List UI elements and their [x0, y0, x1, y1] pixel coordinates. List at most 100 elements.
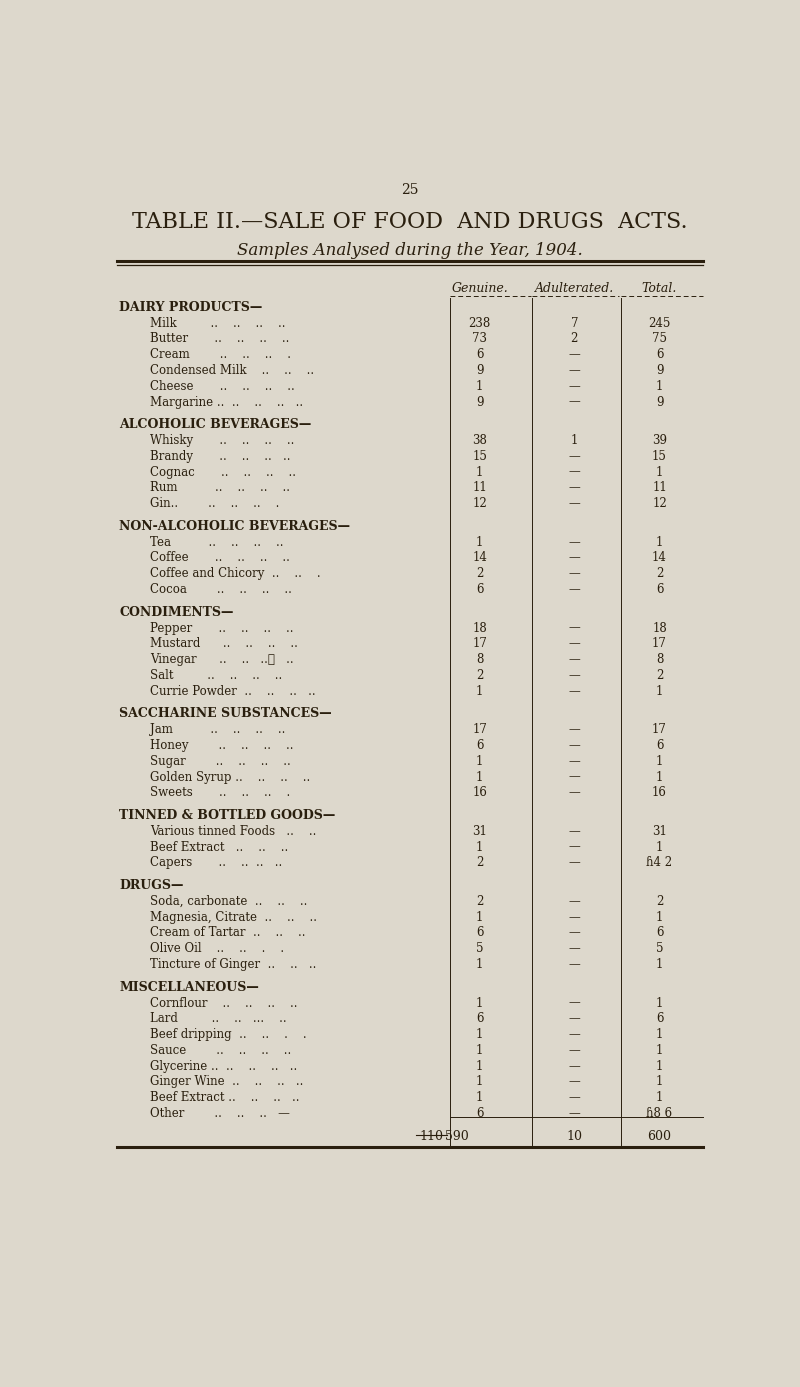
- Text: 6: 6: [476, 1013, 483, 1025]
- Text: Cheese       ..    ..    ..    ..: Cheese .. .. .. ..: [150, 380, 295, 393]
- Text: Various tinned Foods   ..    ..: Various tinned Foods .. ..: [150, 825, 317, 838]
- Text: 6: 6: [656, 927, 663, 939]
- Text: 5: 5: [656, 942, 663, 956]
- Text: 1: 1: [656, 1044, 663, 1057]
- Text: —: —: [569, 1028, 580, 1042]
- Text: —: —: [569, 348, 580, 361]
- Text: Honey        ..    ..    ..    ..: Honey .. .. .. ..: [150, 739, 294, 752]
- Text: 2: 2: [476, 895, 483, 908]
- Text: —: —: [569, 481, 580, 494]
- Text: TABLE II.—SALE OF FOOD  AND DRUGS  ACTS.: TABLE II.—SALE OF FOOD AND DRUGS ACTS.: [132, 211, 688, 233]
- Text: 7: 7: [570, 316, 578, 330]
- Text: 73: 73: [472, 333, 487, 345]
- Text: 2: 2: [570, 333, 578, 345]
- Text: 1: 1: [656, 958, 663, 971]
- Text: —: —: [569, 739, 580, 752]
- Text: —: —: [569, 1044, 580, 1057]
- Text: 6: 6: [656, 739, 663, 752]
- Text: 1: 1: [656, 466, 663, 479]
- Text: Coffee       ..    ..    ..    ..: Coffee .. .. .. ..: [150, 552, 290, 565]
- Text: —: —: [569, 786, 580, 799]
- Text: 1: 1: [476, 996, 483, 1010]
- Text: 1: 1: [570, 434, 578, 447]
- Text: —: —: [569, 1060, 580, 1072]
- Text: Condensed Milk    ..    ..    ..: Condensed Milk .. .. ..: [150, 363, 314, 377]
- Text: 38: 38: [472, 434, 487, 447]
- Text: 31: 31: [472, 825, 487, 838]
- Text: 75: 75: [652, 333, 667, 345]
- Text: 1: 1: [476, 841, 483, 853]
- Text: Golden Syrup ..    ..    ..    ..: Golden Syrup .. .. .. ..: [150, 771, 310, 784]
- Text: DRUGS—: DRUGS—: [119, 879, 184, 892]
- Text: 8: 8: [656, 653, 663, 666]
- Text: —: —: [569, 621, 580, 634]
- Text: Beef dripping  ..    ..    .    .: Beef dripping .. .. . .: [150, 1028, 307, 1042]
- Text: 17: 17: [652, 723, 667, 736]
- Text: —: —: [569, 958, 580, 971]
- Text: 1: 1: [656, 1092, 663, 1104]
- Text: —: —: [569, 856, 580, 870]
- Text: Rum          ..    ..    ..    ..: Rum .. .. .. ..: [150, 481, 290, 494]
- Text: 12: 12: [472, 497, 487, 510]
- Text: 1: 1: [476, 1075, 483, 1089]
- Text: 1: 1: [476, 755, 483, 768]
- Text: —: —: [569, 583, 580, 596]
- Text: 1: 1: [476, 771, 483, 784]
- Text: —: —: [569, 653, 580, 666]
- Text: Cocoa        ..    ..    ..    ..: Cocoa .. .. .. ..: [150, 583, 292, 596]
- Text: Coffee and Chicory  ..    ..    .: Coffee and Chicory .. .. .: [150, 567, 321, 580]
- Text: Adulterated.: Adulterated.: [534, 283, 614, 295]
- Text: ɦ4 2: ɦ4 2: [646, 856, 673, 870]
- Text: 1: 1: [656, 911, 663, 924]
- Text: Olive Oil    ..    ..    .    .: Olive Oil .. .. . .: [150, 942, 285, 956]
- Text: —: —: [569, 466, 580, 479]
- Text: 6: 6: [476, 583, 483, 596]
- Text: 238: 238: [469, 316, 491, 330]
- Text: 1: 1: [656, 685, 663, 698]
- Text: 1: 1: [476, 380, 483, 393]
- Text: —: —: [569, 1075, 580, 1089]
- Text: 39: 39: [652, 434, 667, 447]
- Text: 9: 9: [476, 395, 483, 409]
- Text: Other        ..    ..    ..   —: Other .. .. .. —: [150, 1107, 290, 1119]
- Text: Whisky       ..    ..    ..    ..: Whisky .. .. .. ..: [150, 434, 294, 447]
- Text: Beef Extract   ..    ..    ..: Beef Extract .. .. ..: [150, 841, 289, 853]
- Text: 31: 31: [652, 825, 667, 838]
- Text: 12: 12: [652, 497, 667, 510]
- Text: Magnesia, Citrate  ..    ..    ..: Magnesia, Citrate .. .. ..: [150, 911, 318, 924]
- Text: 1: 1: [476, 466, 483, 479]
- Text: Vinegar      ..    ..   ..‧   ..: Vinegar .. .. ..‧ ..: [150, 653, 294, 666]
- Text: Cream of Tartar  ..    ..    ..: Cream of Tartar .. .. ..: [150, 927, 306, 939]
- Text: Gin..        ..    ..    ..    .: Gin.. .. .. .. .: [150, 497, 280, 510]
- Text: 1: 1: [476, 685, 483, 698]
- Text: 1: 1: [476, 911, 483, 924]
- Text: Capers       ..    ..  ..   ..: Capers .. .. .. ..: [150, 856, 282, 870]
- Text: 17: 17: [652, 637, 667, 651]
- Text: —: —: [569, 567, 580, 580]
- Text: 17: 17: [472, 637, 487, 651]
- Text: 2: 2: [476, 856, 483, 870]
- Text: Mustard      ..    ..    ..    ..: Mustard .. .. .. ..: [150, 637, 298, 651]
- Text: 16: 16: [652, 786, 667, 799]
- Text: —: —: [569, 1013, 580, 1025]
- Text: 5: 5: [476, 942, 483, 956]
- Text: Total.: Total.: [642, 283, 678, 295]
- Text: Samples Analysed during the Year, 1904.: Samples Analysed during the Year, 1904.: [237, 241, 583, 259]
- Text: 15: 15: [472, 449, 487, 463]
- Text: 2: 2: [656, 895, 663, 908]
- Text: DAIRY PRODUCTS—: DAIRY PRODUCTS—: [119, 301, 262, 313]
- Text: 14: 14: [472, 552, 487, 565]
- Text: —: —: [569, 927, 580, 939]
- Text: Tincture of Ginger  ..    ..   ..: Tincture of Ginger .. .. ..: [150, 958, 317, 971]
- Text: —: —: [569, 723, 580, 736]
- Text: —: —: [569, 380, 580, 393]
- Text: Pepper       ..    ..    ..    ..: Pepper .. .. .. ..: [150, 621, 294, 634]
- Text: Cornflour    ..    ..    ..    ..: Cornflour .. .. .. ..: [150, 996, 298, 1010]
- Text: 1: 1: [656, 755, 663, 768]
- Text: —: —: [569, 395, 580, 409]
- Text: 6: 6: [476, 348, 483, 361]
- Text: Sauce        ..    ..    ..    ..: Sauce .. .. .. ..: [150, 1044, 292, 1057]
- Text: 245: 245: [648, 316, 670, 330]
- Text: 1: 1: [476, 1044, 483, 1057]
- Text: 1: 1: [656, 380, 663, 393]
